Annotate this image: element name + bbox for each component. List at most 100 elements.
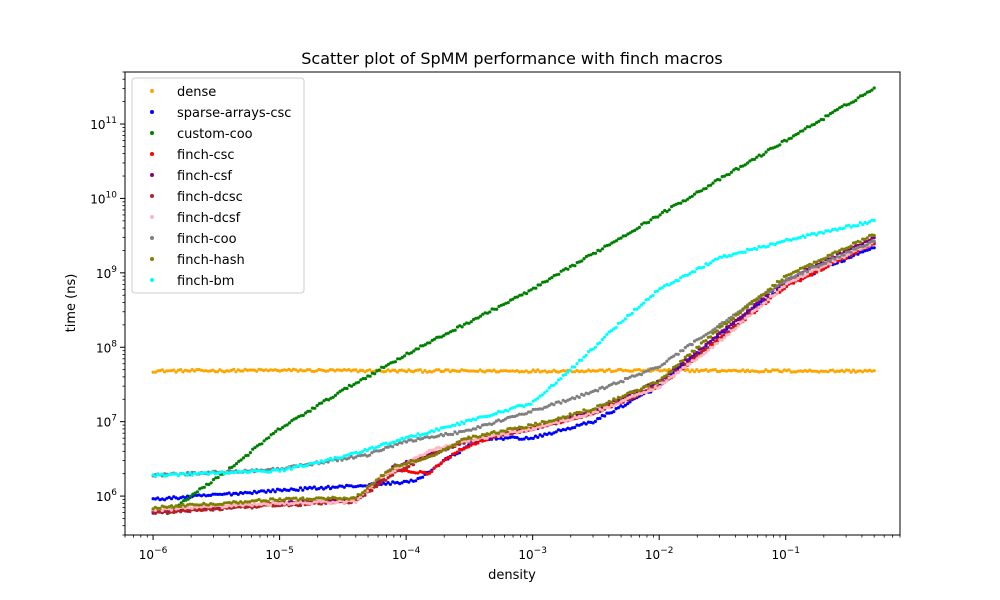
data-point: [248, 451, 252, 455]
data-point: [552, 368, 556, 372]
data-point: [805, 272, 810, 276]
data-point: [281, 425, 285, 430]
data-point: [616, 321, 621, 325]
data-point: [257, 469, 261, 473]
data-point: [384, 364, 388, 368]
data-point: [681, 361, 685, 365]
data-point: [488, 310, 492, 314]
data-point: [669, 369, 674, 374]
data-point: [296, 369, 300, 373]
data-point: [702, 352, 706, 356]
data-point: [633, 368, 637, 372]
data-point: [637, 367, 641, 372]
data-point: [476, 437, 480, 442]
data-point: [554, 430, 558, 434]
data-point: [499, 369, 503, 373]
data-point: [342, 485, 346, 489]
data-point: [575, 362, 579, 366]
data-point: [335, 500, 339, 504]
data-point: [402, 479, 406, 483]
data-point: [232, 367, 236, 371]
legend-label: finch-csc: [177, 148, 235, 163]
data-point: [448, 370, 452, 374]
data-point: [218, 502, 222, 506]
data-point: [444, 447, 448, 451]
data-point: [692, 349, 697, 353]
data-point: [377, 449, 381, 453]
data-point: [704, 333, 708, 337]
data-point: [711, 345, 715, 349]
data-point: [169, 508, 174, 512]
data-point: [598, 249, 602, 253]
data-point: [805, 125, 810, 129]
data-point: [220, 470, 224, 474]
data-point: [504, 417, 508, 421]
data-point: [642, 301, 646, 305]
data-point: [575, 423, 579, 427]
data-point: [607, 330, 611, 334]
data-point: [192, 503, 197, 507]
data-point: [580, 422, 584, 426]
data-point: [229, 493, 233, 497]
data-point: [750, 302, 754, 306]
data-point: [847, 252, 851, 256]
data-point: [188, 494, 193, 498]
data-point: [768, 287, 773, 291]
data-point: [294, 496, 298, 500]
data-point: [361, 484, 365, 488]
data-point: [255, 369, 259, 373]
data-point: [607, 367, 611, 371]
data-point: [803, 127, 807, 131]
data-point: [252, 489, 256, 493]
data-point: [478, 368, 482, 372]
data-point: [241, 456, 246, 460]
data-point: [206, 472, 210, 476]
data-point: [715, 369, 720, 374]
data-point: [418, 458, 422, 462]
data-point: [798, 274, 803, 278]
plot-frame: [124, 71, 901, 536]
data-point: [656, 289, 660, 293]
data-point: [156, 506, 160, 510]
data-point: [520, 293, 524, 297]
data-point: [626, 402, 630, 406]
data-point: [239, 500, 243, 504]
data-point: [467, 428, 471, 432]
data-point: [262, 499, 266, 503]
data-point: [153, 511, 157, 515]
data-point: [658, 378, 662, 382]
data-point: [179, 472, 183, 476]
data-point: [515, 427, 519, 431]
data-point: [540, 407, 545, 411]
data-point: [411, 463, 415, 467]
data-point: [593, 369, 598, 373]
data-point: [748, 159, 752, 163]
data-point: [773, 283, 777, 287]
data-point: [702, 334, 706, 338]
data-point: [469, 436, 473, 440]
data-point: [543, 369, 547, 373]
data-point: [504, 436, 508, 440]
data-point: [448, 445, 452, 449]
data-point: [234, 370, 238, 374]
data-point: [720, 324, 724, 328]
data-point: [298, 503, 303, 508]
data-point: [540, 434, 545, 438]
data-point: [354, 455, 358, 459]
data-point: [349, 451, 353, 455]
data-point: [370, 489, 374, 493]
data-point: [326, 460, 330, 464]
data-point: [538, 407, 542, 411]
data-point: [451, 423, 455, 427]
data-point: [464, 428, 468, 432]
data-point: [350, 384, 354, 388]
data-point: [317, 499, 321, 503]
data-point: [275, 504, 280, 508]
data-point: [365, 449, 369, 453]
data-point: [289, 369, 293, 373]
data-point: [738, 250, 743, 254]
data-point: [768, 369, 773, 374]
data-point: [151, 473, 155, 477]
data-point: [174, 370, 178, 374]
data-point: [282, 502, 286, 506]
